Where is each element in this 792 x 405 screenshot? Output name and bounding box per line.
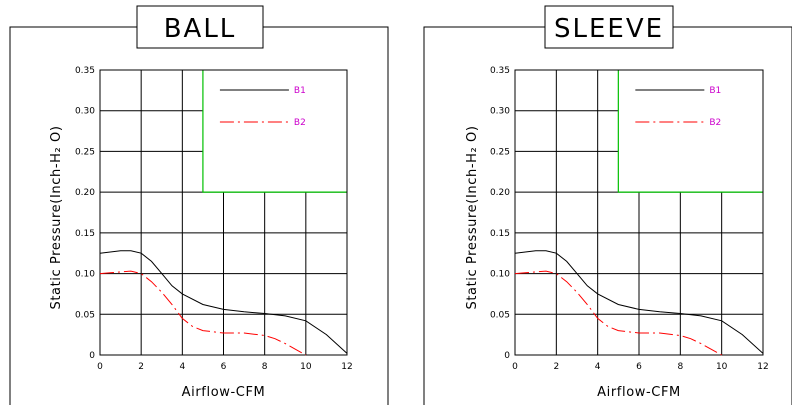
x-tick-label: 10 [300,362,312,372]
y-tick-label: 0.05 [75,310,95,320]
y-tick-label: 0.25 [75,147,95,157]
series-line-b2 [99,270,307,356]
series-line-b1 [99,250,348,354]
y-tick-label: 0.35 [75,66,95,76]
x-tick-label: 2 [138,362,144,372]
x-tick-label: 10 [716,362,728,372]
x-tick-label: 6 [221,362,227,372]
y-tick-label: 0.10 [490,270,510,280]
plot-border [514,69,764,356]
panel-frame-left [9,26,137,405]
legend-label-b2: B2 [709,118,721,128]
x-axis-label: Airflow-CFM [597,385,681,400]
x-tick-label: 12 [757,362,768,372]
panel-title: SLEEVE [554,14,664,44]
y-tick-label: 0.20 [75,188,95,198]
panel-title-box [544,5,674,49]
legend-label-b1: B1 [709,86,721,96]
panel-title: BALL [164,14,237,44]
x-tick-label: 0 [97,362,103,372]
legend-background [202,70,347,193]
y-tick-label: 0.15 [490,229,510,239]
series-line-b2 [514,270,722,356]
legend-box [202,70,347,193]
y-tick-label: 0.15 [75,229,95,239]
y-tick-label: 0 [504,351,510,361]
y-tick-label: 0.20 [490,188,510,198]
legend-label-b2: B2 [294,118,306,128]
y-tick-label: 0.05 [490,310,510,320]
plot-border [99,69,348,356]
panel-frame-left [423,26,545,405]
panel-title-box [136,5,264,49]
y-axis-label: Static Pressure(Inch-H₂ O) [465,125,480,309]
x-tick-label: 8 [262,362,268,372]
y-tick-label: 0.35 [490,66,510,76]
x-tick-label: 2 [553,362,559,372]
y-tick-label: 0.10 [75,270,95,280]
x-axis-label: Airflow-CFM [182,385,266,400]
chart-panel-sleeve: SLEEVE 0 2 4 6 8 10 12 0 0.05 0.10 0.15 0.20 0.25 0.30… [423,5,792,405]
x-tick-label: 12 [341,362,352,372]
y-tick-label: 0.25 [490,147,510,157]
legend-box [617,70,763,193]
legend-label-b1: B1 [294,86,306,96]
x-tick-label: 4 [595,362,601,372]
chart-panel-ball: BALL 0 2 4 6 8 10 12 0 0.05 0.10 0.15 0.20 0.25 0.30 0.… [9,5,389,405]
y-tick-label: 0.30 [490,107,510,117]
legend-background [618,70,763,193]
series-line-b1 [514,250,764,354]
y-tick-label: 0.30 [75,107,95,117]
x-tick-label: 8 [677,362,683,372]
x-tick-label: 6 [636,362,642,372]
x-tick-label: 0 [512,362,518,372]
x-tick-label: 4 [179,362,185,372]
y-tick-label: 0 [89,351,95,361]
panel-frame-right [263,26,389,405]
y-axis-label: Static Pressure(Inch-H₂ O) [49,125,64,309]
panel-frame-right [673,26,792,405]
